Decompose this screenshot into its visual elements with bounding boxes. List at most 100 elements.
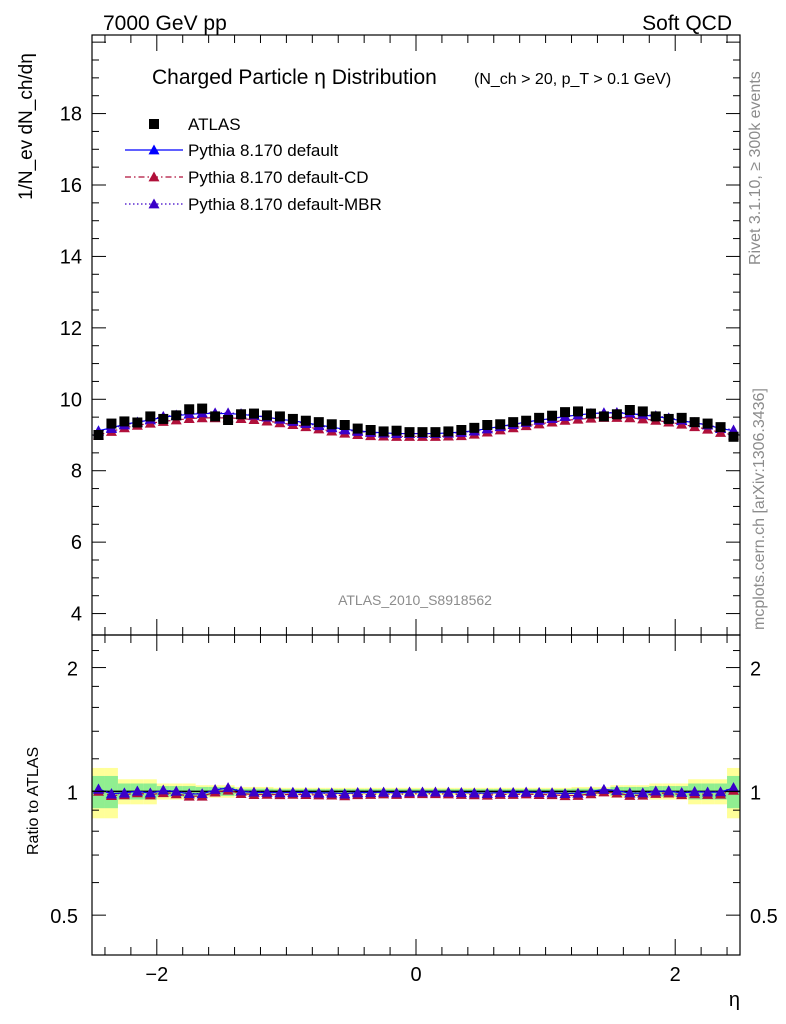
legend-marker: [148, 198, 160, 209]
ratio-point: [131, 785, 143, 796]
data-point: [365, 425, 376, 435]
data-point: [482, 420, 493, 430]
data-point: [495, 419, 506, 430]
ratio-point: [728, 782, 740, 793]
main-panel: 4 6 8 10 12 14 16 18 Charged Particle η Distrib…: [16, 34, 741, 636]
data-point: [547, 410, 558, 421]
ratio-point: [274, 787, 286, 798]
legend: ATLAS Pythia 8.170 default Pythia 8.170 de…: [125, 115, 382, 214]
data-point: [249, 408, 259, 419]
legend-item: Pythia 8.170 default-MBR: [125, 195, 382, 214]
ratio-y-ticks: 0.5 0.5 1 1 2 2: [50, 634, 778, 956]
ratio-point: [378, 786, 390, 797]
data-point: [728, 431, 739, 442]
main-subtitle: (N_ch > 20, p_T > 0.1 GeV): [474, 71, 671, 88]
data-point: [313, 417, 324, 428]
legend-label: Pythia 8.170 default: [188, 141, 339, 160]
ratio-y-label: Ratio to ATLAS: [25, 747, 42, 855]
data-point: [611, 409, 622, 420]
data-point: [119, 416, 130, 427]
ratio-point: [365, 787, 377, 798]
main-y-tick-label: 4: [71, 604, 82, 626]
ratio-point: [689, 786, 701, 796]
main-y-tick-label: 14: [60, 246, 82, 268]
main-x-ticks: [104, 35, 728, 635]
ratio-point: [170, 785, 182, 796]
data-point: [508, 417, 519, 428]
data-point: [236, 409, 247, 420]
x-tick-label: 0: [410, 964, 421, 986]
legend-marker: [149, 119, 159, 129]
data-point: [210, 411, 221, 422]
ratio-point: [455, 787, 467, 798]
main-y-ticks: 4 6 8 10 12 14 16 18: [60, 41, 740, 626]
watermark: ATLAS_2010_S8918562: [338, 592, 492, 608]
ratio-point: [196, 788, 208, 798]
legend-item: Pythia 8.170 default: [125, 141, 339, 160]
ratio-point: [416, 786, 428, 797]
ratio-point: [598, 783, 610, 794]
ratio-point: [326, 787, 338, 798]
main-marks: [92, 403, 740, 442]
data-point: [430, 427, 441, 438]
main-y-tick-label: 18: [60, 104, 82, 126]
data-point: [261, 410, 272, 421]
main-y-tick-label: 16: [60, 175, 82, 197]
data-point: [663, 413, 674, 424]
ratio-point: [391, 787, 403, 798]
ratio-point: [611, 784, 623, 795]
data-point: [196, 412, 208, 423]
data-point: [443, 426, 454, 437]
ratio-point: [404, 786, 416, 797]
data-point: [560, 407, 571, 418]
data-point: [585, 408, 596, 419]
data-point: [184, 404, 195, 415]
data-point: [469, 422, 480, 433]
ratio-point: [572, 787, 584, 798]
ratio-point: [209, 783, 221, 794]
data-point: [352, 423, 363, 434]
ratio-point: [352, 787, 364, 798]
series-line: [98, 411, 734, 435]
data-point: [287, 413, 298, 424]
data-point: [624, 412, 636, 423]
ratio-point: [429, 786, 441, 797]
x-tick-label: 2: [670, 964, 681, 986]
data-point: [650, 411, 661, 422]
ratio-point: [702, 786, 714, 797]
ratio-point: [442, 786, 454, 797]
data-point: [702, 418, 713, 429]
data-point: [183, 413, 195, 423]
ratio-point: [715, 786, 727, 797]
ratio-point: [339, 788, 351, 799]
x-tick-label: −2: [145, 964, 168, 986]
data-point: [378, 426, 389, 437]
data-point: [637, 406, 648, 417]
ratio-point: [546, 787, 558, 798]
ratio-point: [468, 787, 480, 798]
main-y-label: 1/N_ev dN_ch/dη: [16, 53, 37, 200]
ratio-point: [287, 787, 299, 798]
data-point: [404, 427, 415, 438]
ratio-point: [533, 787, 545, 798]
data-point: [339, 420, 350, 430]
ratio-panel: 0.5 0.5 1 1 2 2 −2 0 2 Ratio to ATLAS η: [25, 634, 778, 1011]
ratio-point: [507, 787, 519, 798]
series-line: [98, 416, 734, 438]
ratio-marks: [92, 782, 740, 801]
ratio-point: [183, 788, 195, 798]
data-point: [391, 425, 402, 436]
main-title: Charged Particle η Distribution: [152, 66, 437, 89]
ratio-line: [98, 789, 734, 797]
ratio-point: [300, 787, 312, 798]
ratio-point: [559, 788, 571, 798]
data-point: [274, 411, 285, 422]
data-point: [222, 407, 234, 418]
data-point: [223, 415, 234, 425]
data-point: [145, 411, 156, 422]
ratio-point: [481, 787, 493, 798]
ratio-point: [222, 782, 234, 793]
ratio-point: [313, 787, 325, 798]
data-point: [676, 412, 687, 423]
